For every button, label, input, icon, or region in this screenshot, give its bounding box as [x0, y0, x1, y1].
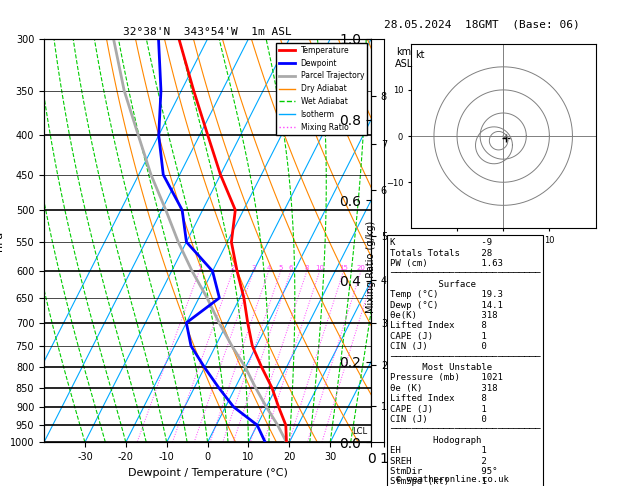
Text: 3: 3	[251, 265, 256, 271]
Text: 2: 2	[231, 265, 235, 271]
Text: kt: kt	[416, 50, 425, 60]
Text: 1: 1	[197, 265, 201, 271]
Legend: Temperature, Dewpoint, Parcel Trajectory, Dry Adiabat, Wet Adiabat, Isotherm, Mi: Temperature, Dewpoint, Parcel Trajectory…	[276, 43, 367, 135]
Text: 5: 5	[279, 265, 283, 271]
Title: 32°38'N  343°54'W  1m ASL: 32°38'N 343°54'W 1m ASL	[123, 27, 292, 37]
X-axis label: Dewpoint / Temperature (°C): Dewpoint / Temperature (°C)	[128, 468, 287, 478]
Text: © weatheronline.co.uk: © weatheronline.co.uk	[396, 474, 509, 484]
Text: 28.05.2024  18GMT  (Base: 06): 28.05.2024 18GMT (Base: 06)	[384, 19, 579, 30]
Text: 4: 4	[267, 265, 271, 271]
Text: 15: 15	[339, 265, 348, 271]
Y-axis label: hPa: hPa	[0, 230, 4, 251]
Text: 10: 10	[315, 265, 324, 271]
Text: Mixing Ratio (g/kg): Mixing Ratio (g/kg)	[366, 221, 376, 313]
Text: 20: 20	[357, 265, 365, 271]
Text: K                -9
Totals Totals    28
PW (cm)          1.63
──────────────────: K -9 Totals Totals 28 PW (cm) 1.63 ─────…	[390, 238, 540, 486]
Text: 8: 8	[304, 265, 309, 271]
Text: 6: 6	[289, 265, 293, 271]
Text: LCL: LCL	[352, 427, 367, 436]
Y-axis label: km
ASL: km ASL	[394, 47, 413, 69]
